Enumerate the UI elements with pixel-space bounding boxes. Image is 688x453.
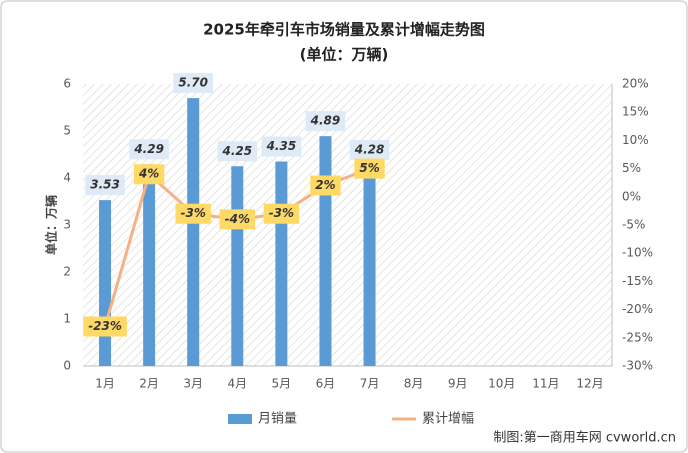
bar-label-bg <box>217 141 258 162</box>
line-label-bg <box>310 175 341 196</box>
bar-label-bg <box>129 139 169 160</box>
line-label: -3% <box>181 206 206 220</box>
source: 制图:第一商用车网 cvworld.cn <box>493 430 676 446</box>
y-tick-label: 0 <box>63 359 71 373</box>
y2-tick-label: -30% <box>622 359 653 373</box>
x-tick-label: 4月 <box>227 377 247 391</box>
line-label: 4% <box>138 167 159 181</box>
x-tick-label: 10月 <box>488 377 515 391</box>
bar <box>275 161 288 366</box>
line-label: -4% <box>225 212 250 226</box>
y2-tick-label: -20% <box>622 302 653 316</box>
line-label: 2% <box>315 178 335 192</box>
bar-label: 4.35 <box>266 139 297 153</box>
x-tick-label: 3月 <box>183 377 203 391</box>
bar <box>143 164 156 366</box>
y2-tick-label: -25% <box>622 330 653 344</box>
bar-label: 4.28 <box>354 142 385 156</box>
x-tick-label: 1月 <box>95 377 115 391</box>
x-tick-label: 6月 <box>316 377 336 391</box>
bar <box>363 164 376 366</box>
x-tick-label: 7月 <box>360 377 380 391</box>
y-tick-label: 1 <box>63 312 71 326</box>
y-tick-label: 5 <box>63 124 71 138</box>
bar <box>319 136 332 366</box>
y2-tick-label: -15% <box>622 274 653 288</box>
legend-label: 累计增幅 <box>422 412 474 427</box>
bar-label-bg <box>305 111 346 132</box>
bar-label: 4.25 <box>221 144 252 158</box>
y2-tick-label: 5% <box>622 161 641 175</box>
bar <box>99 200 112 366</box>
legend-swatch <box>228 414 252 424</box>
line-label-bg <box>219 209 255 230</box>
y-axis-label: 单位：万辆 <box>44 195 59 255</box>
bar-label: 5.70 <box>178 76 208 90</box>
chart-subtitle: (单位：万辆) <box>300 46 389 64</box>
chart-title: 2025年牵引车市场销量及累计增幅走势图 <box>203 21 485 39</box>
line-label-bg <box>354 158 385 179</box>
line-label: -3% <box>269 206 294 220</box>
bar-label-bg <box>261 136 302 157</box>
x-tick-label: 12月 <box>576 377 603 391</box>
x-tick-label: 2月 <box>139 377 159 391</box>
bar-label-bg <box>349 139 390 160</box>
x-tick-label: 8月 <box>404 377 424 391</box>
bar-label-bg <box>173 73 214 94</box>
y-tick-label: 6 <box>63 77 71 91</box>
bar-label-bg <box>85 175 125 196</box>
y2-tick-label: 10% <box>622 133 649 147</box>
bar-label: 4.89 <box>310 114 341 128</box>
line-label-bg <box>83 316 127 337</box>
x-tick-label: 9月 <box>448 377 468 391</box>
x-tick-label: 11月 <box>532 377 559 391</box>
line-label-bg <box>175 203 211 224</box>
bar <box>231 166 244 366</box>
plot-area <box>83 84 612 366</box>
legend-label: 月销量 <box>258 412 297 427</box>
y-tick-label: 3 <box>63 218 71 232</box>
x-tick-label: 5月 <box>272 377 292 391</box>
line-label: 5% <box>359 161 379 175</box>
bar <box>187 98 200 366</box>
bar-label: 4.29 <box>133 142 164 156</box>
line-label-bg <box>133 164 165 185</box>
line-label: -23% <box>88 319 122 333</box>
y2-tick-label: 0% <box>622 189 641 203</box>
bar-label: 3.53 <box>90 178 120 192</box>
y2-tick-label: -5% <box>622 218 645 232</box>
line-label-bg <box>263 203 300 224</box>
y-tick-label: 2 <box>63 265 71 279</box>
y2-tick-label: -10% <box>622 246 653 260</box>
y-tick-label: 4 <box>63 171 71 185</box>
y2-tick-label: 20% <box>622 77 649 91</box>
y2-tick-label: 15% <box>622 105 649 119</box>
